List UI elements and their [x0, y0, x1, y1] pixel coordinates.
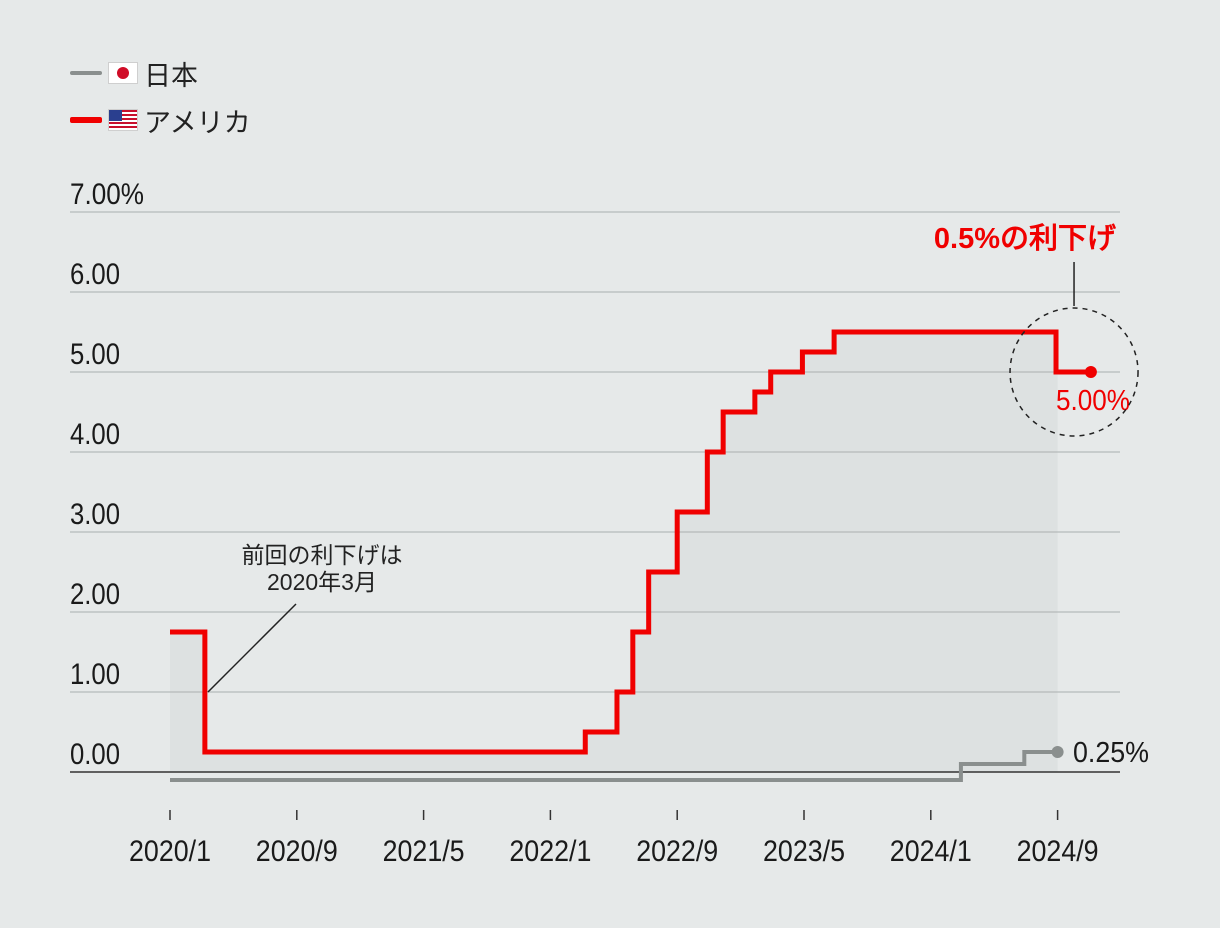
x-tick-label: 2022/9 [636, 835, 718, 868]
legend-label-japan: 日本 [144, 60, 198, 91]
y-tick-label: 3.00 [70, 498, 120, 531]
annotation-leader-line [207, 603, 297, 693]
legend-item-japan: 日本 [70, 56, 198, 91]
y-tick-label: 1.00 [70, 658, 120, 691]
y-tick-label: 4.00 [70, 418, 120, 451]
x-tick-label: 2020/9 [256, 835, 338, 868]
y-tick-label: 0.00 [70, 738, 120, 771]
usa-end-label: 5.00% [1056, 385, 1130, 417]
x-tick-label: 2024/9 [1017, 835, 1099, 868]
legend-line-usa [70, 117, 102, 123]
jp-flag-icon [108, 62, 138, 84]
us-flag-icon [108, 109, 138, 131]
highlight-circle [1009, 307, 1139, 437]
legend-item-usa: アメリカ [70, 103, 251, 138]
usa-series-line [170, 329, 1091, 755]
area-fill [170, 332, 1058, 772]
usa-end-point [1084, 366, 1097, 378]
legend-line-japan [70, 71, 102, 75]
japan-end-label: 0.25% [1073, 737, 1149, 769]
x-tick-label: 2023/5 [763, 835, 845, 868]
japan-series-line [170, 750, 1058, 782]
x-tick-label: 2021/5 [383, 835, 465, 868]
y-tick-label: 6.00 [70, 258, 120, 291]
rate-cut-annotation: 0.5%の利下げ [934, 222, 1117, 255]
previous-cut-annotation: 前回の利下げは [242, 542, 403, 568]
y-tick-label: 7.00% [70, 178, 144, 211]
x-tick-label: 2024/1 [890, 835, 972, 868]
x-tick-label: 2022/1 [509, 835, 591, 868]
x-tick-label: 2020/1 [129, 835, 211, 868]
previous-cut-annotation-date: 2020年3月 [267, 569, 377, 595]
japan-end-point [1051, 746, 1064, 758]
y-tick-label: 5.00 [70, 338, 120, 371]
legend-label-usa: アメリカ [144, 107, 251, 138]
y-tick-label: 2.00 [70, 578, 120, 611]
